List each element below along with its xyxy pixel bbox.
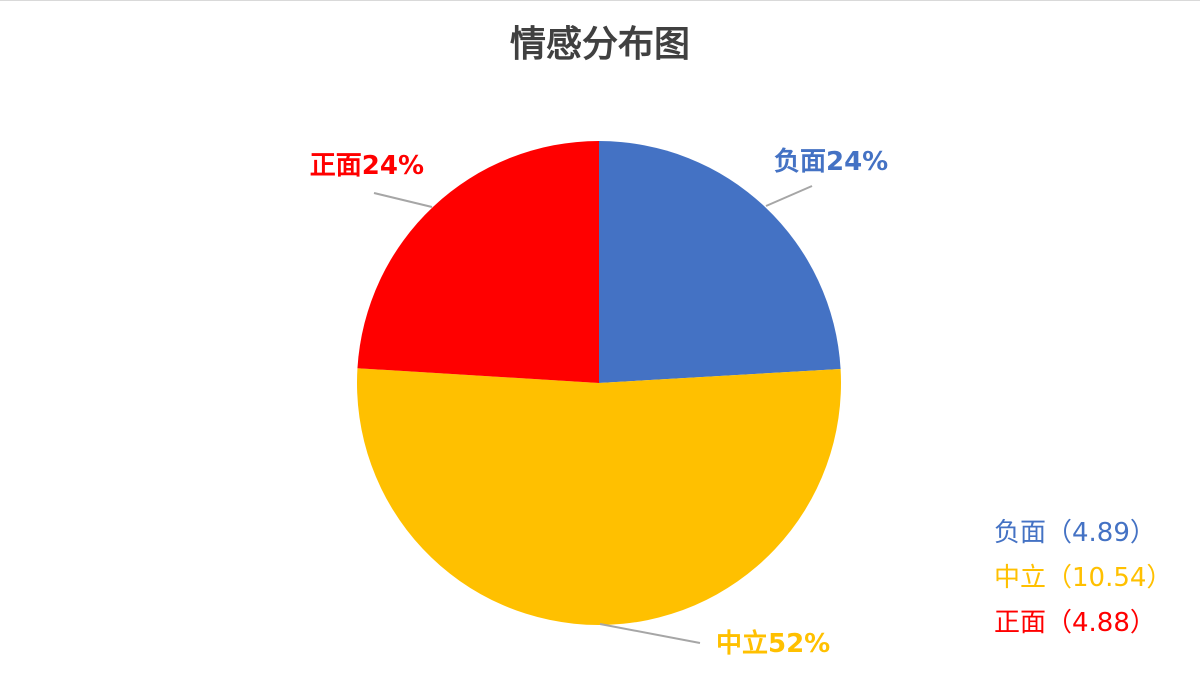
top-divider (0, 0, 1200, 1)
data-labels: 负面24% 中立52% 正面24% (310, 147, 888, 659)
chart-title: 情感分布图 (510, 24, 690, 65)
pie-slice-3 (357, 140, 599, 383)
pie-slice-2 (356, 368, 841, 626)
leader-lines (373, 185, 813, 644)
pie-slices (356, 140, 841, 626)
legend-entry-1: 负面（4.89） (994, 518, 1156, 548)
leader-line-3 (373, 192, 433, 208)
pie-slice-1 (599, 141, 841, 383)
legend: 负面（4.89） 中立（10.54） 正面（4.88） (994, 518, 1172, 638)
data-label-1: 负面24% (774, 147, 888, 177)
leader-line-2 (599, 623, 701, 644)
legend-entry-2: 中立（10.54） (994, 563, 1172, 593)
data-label-3: 正面24% (310, 151, 424, 181)
data-label-2: 中立52% (716, 628, 830, 659)
leader-line-1 (765, 185, 813, 207)
legend-entry-3: 正面（4.88） (994, 608, 1156, 638)
